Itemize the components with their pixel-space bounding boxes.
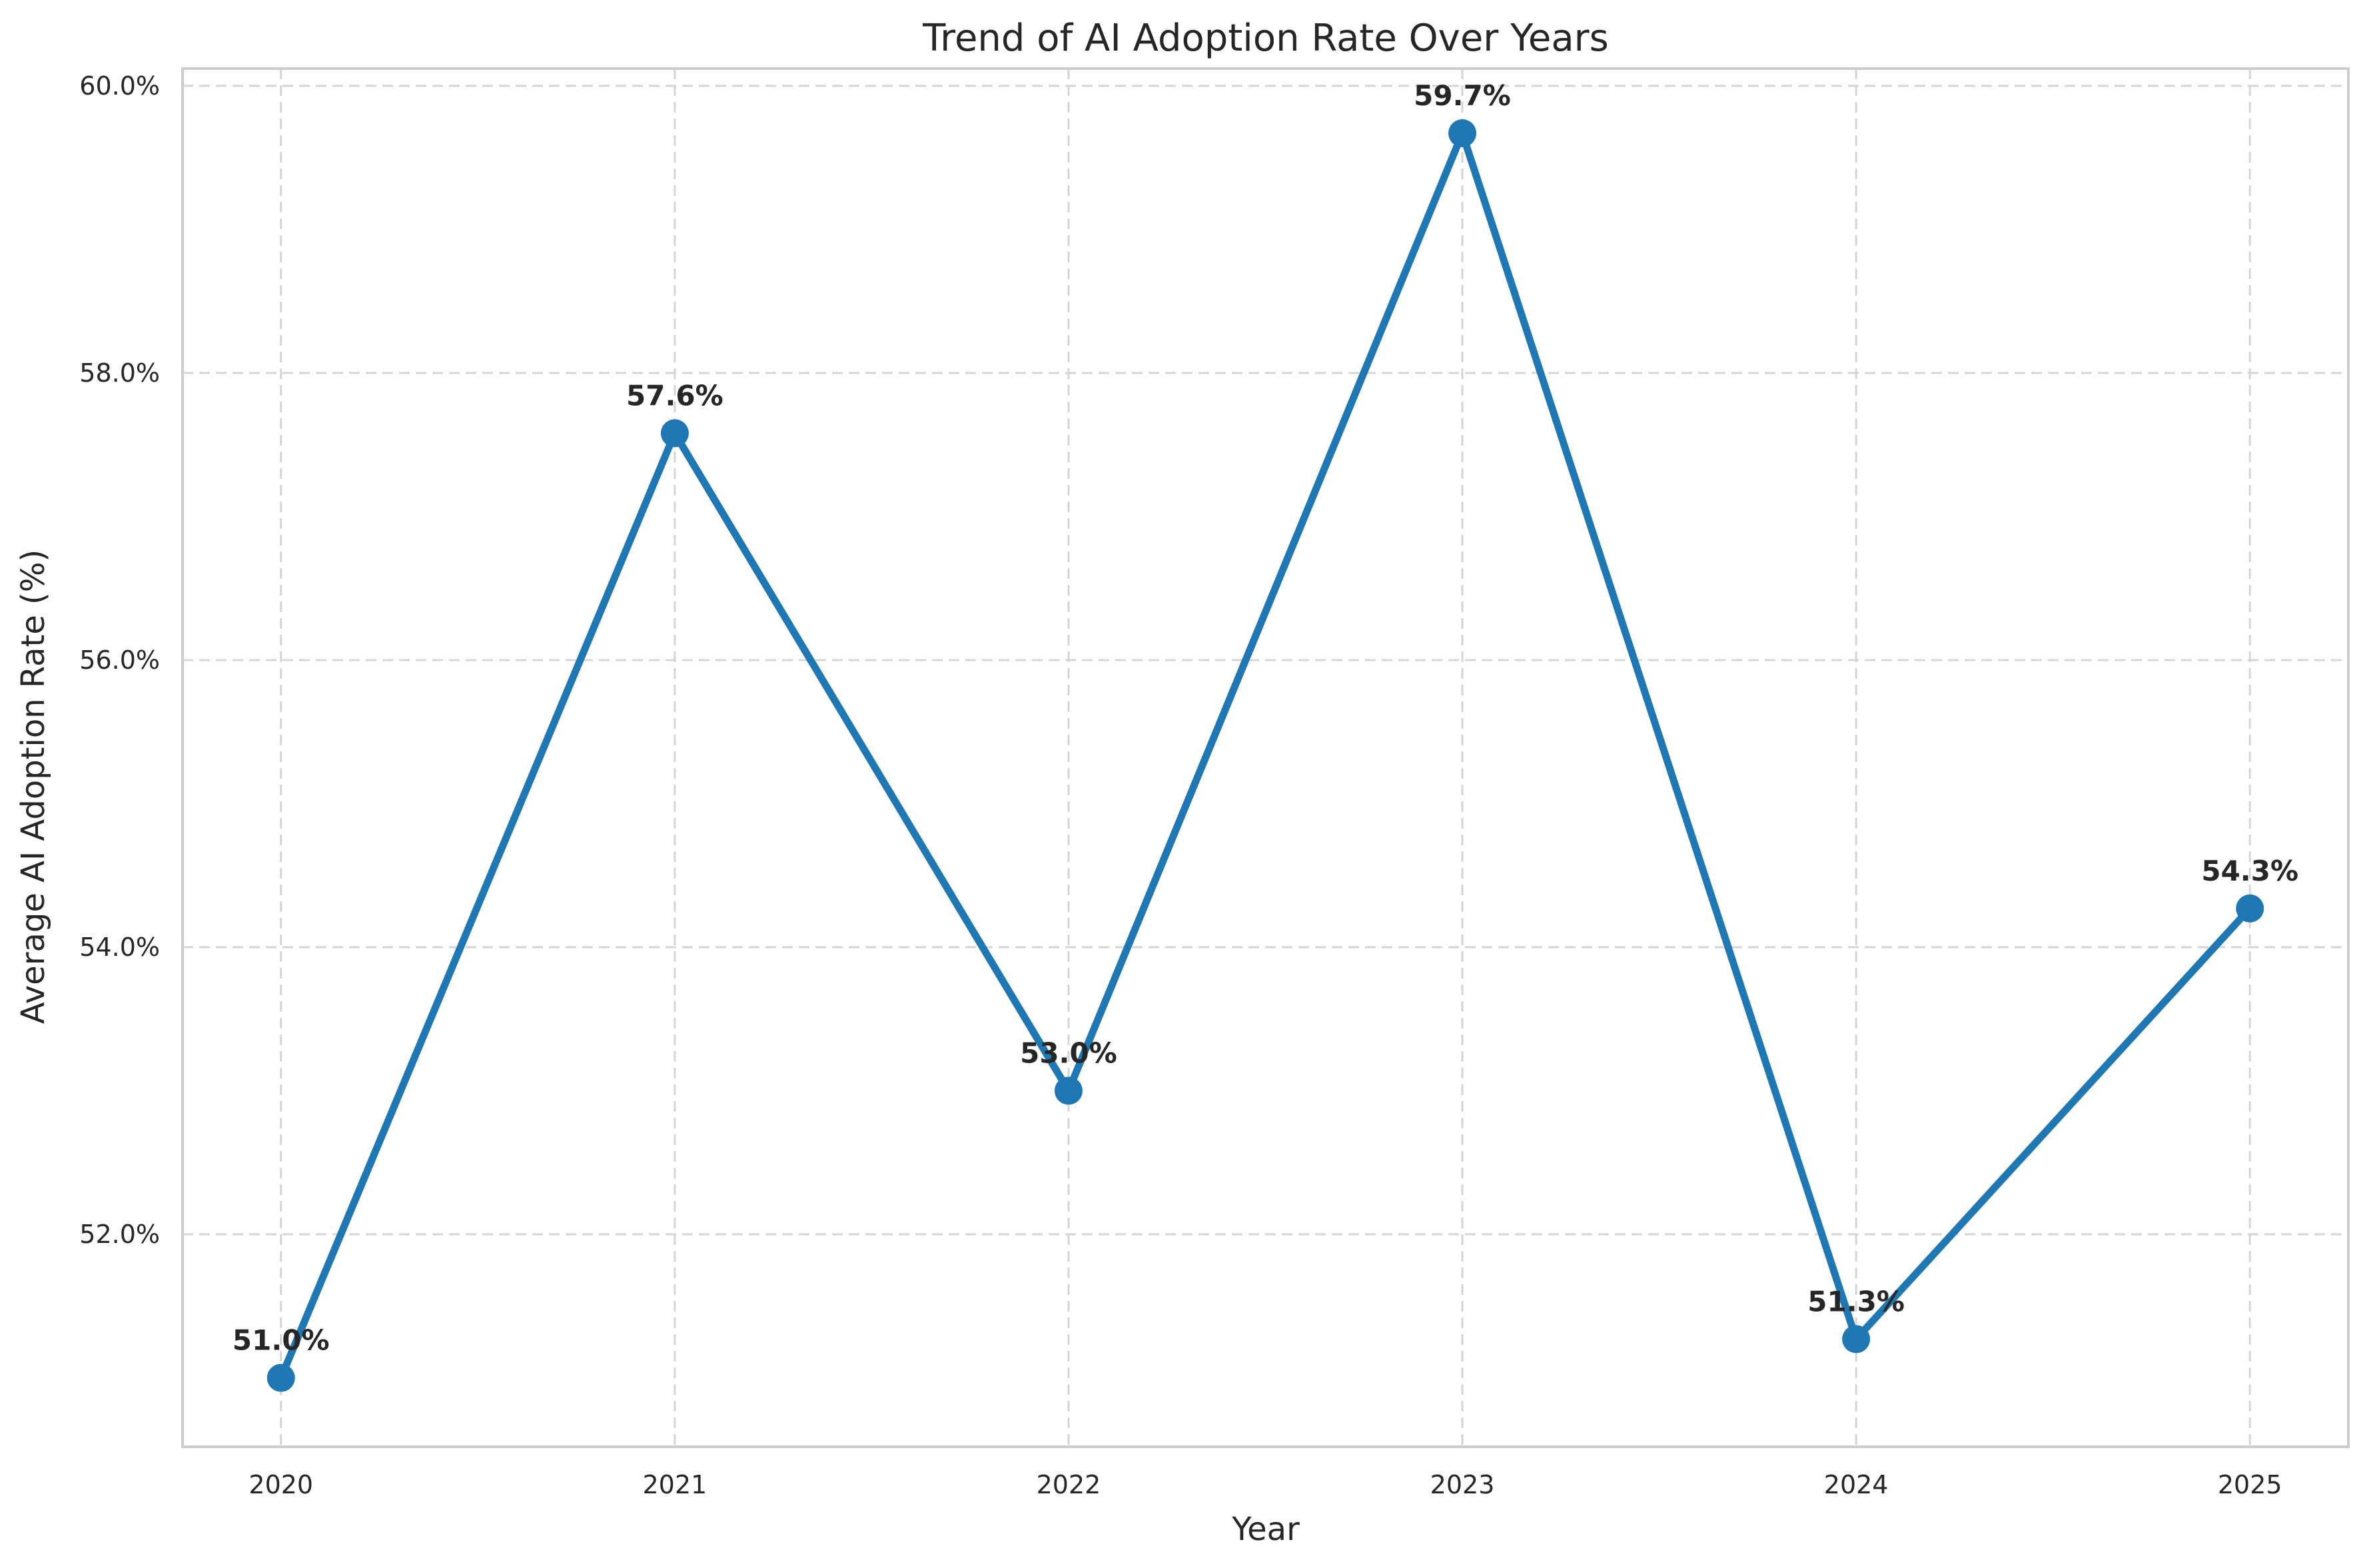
data-point [1448, 119, 1477, 147]
axis-ticks: 52.0% 54.0% 56.0% 58.0% 60.0% 2020 2021 2022 202… [79, 71, 2282, 1499]
data-point [660, 419, 689, 448]
data-point [2236, 894, 2264, 923]
plot-frame [181, 67, 2350, 1448]
data-label: 54.3% [2201, 855, 2298, 887]
data-label: 53.0% [1020, 1037, 1117, 1070]
chart-title: Trend of AI Adoption Rate Over Years [922, 17, 1609, 60]
x-tick-label: 2020 [248, 1470, 313, 1499]
data-series [266, 119, 2264, 1392]
data-label: 57.6% [626, 379, 723, 412]
y-tick-label: 54.0% [79, 933, 160, 962]
x-tick-label: 2024 [1824, 1470, 1889, 1499]
x-tick-label: 2023 [1430, 1470, 1495, 1499]
y-tick-label: 60.0% [79, 71, 160, 101]
series-line [277, 129, 2254, 1382]
data-label: 59.7% [1414, 79, 1511, 112]
x-axis-label: Year [1231, 1511, 1300, 1548]
grid-lines [183, 69, 2348, 1447]
y-tick-label: 58.0% [79, 358, 160, 388]
x-tick-label: 2025 [2218, 1470, 2282, 1499]
x-tick-label: 2021 [643, 1470, 708, 1499]
data-point [266, 1364, 295, 1392]
data-point [1842, 1325, 1871, 1354]
data-label: 51.3% [1807, 1285, 1905, 1318]
data-labels: 51.0% 57.6% 53.0% 59.7% 51.3% 54.3% [233, 79, 2298, 1357]
data-label: 51.0% [233, 1324, 330, 1357]
data-point [1054, 1076, 1083, 1105]
y-tick-label: 56.0% [79, 645, 160, 675]
x-tick-label: 2022 [1037, 1470, 1101, 1499]
y-tick-label: 52.0% [79, 1220, 160, 1249]
y-axis-label: Average AI Adoption Rate (%) [15, 550, 52, 1024]
